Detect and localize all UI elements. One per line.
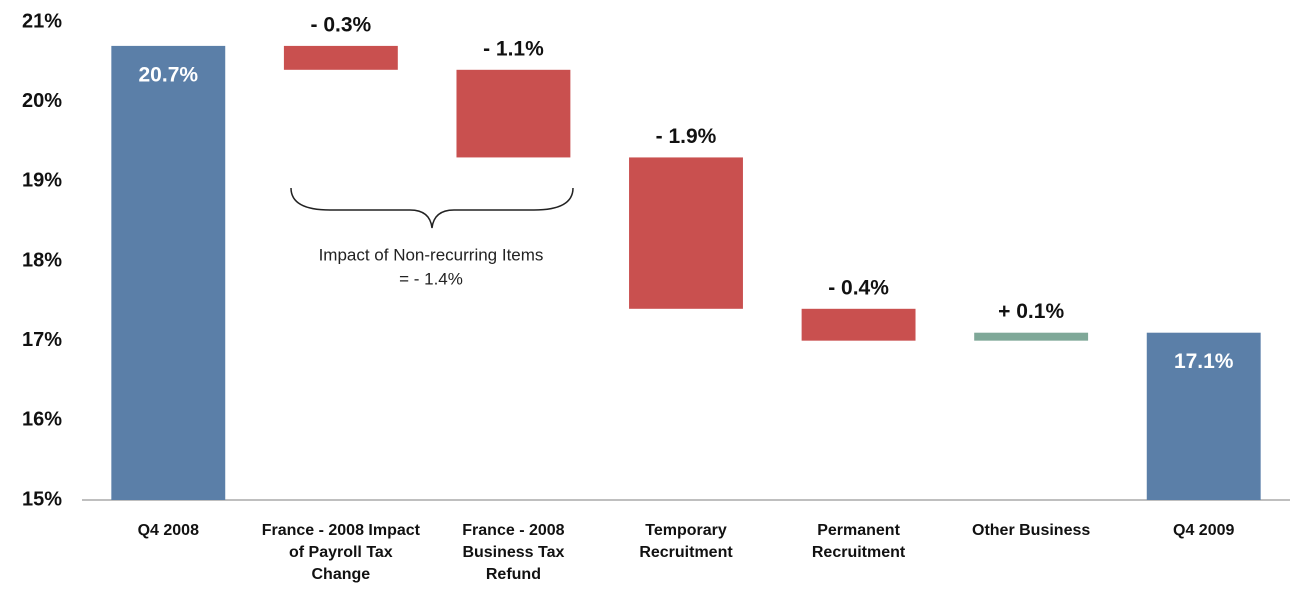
value-label: - 1.9% xyxy=(656,125,717,148)
total-bar xyxy=(111,45,226,501)
annotation: Impact of Non-recurring Items xyxy=(319,245,544,264)
value-label: + 0.1% xyxy=(998,300,1064,323)
decrease-bar xyxy=(283,45,398,70)
decrease-bar xyxy=(456,69,571,158)
value-label: - 0.4% xyxy=(828,276,889,299)
y-tick-label: 21% xyxy=(22,10,62,32)
value-label: 17.1% xyxy=(1174,350,1234,373)
y-tick-label: 18% xyxy=(22,249,62,271)
y-tick-label: 20% xyxy=(22,90,62,112)
brace xyxy=(290,187,574,229)
y-tick-label: 16% xyxy=(22,409,62,431)
x-tick-label: Permanent Recruitment xyxy=(811,522,906,561)
value-label: 20.7% xyxy=(139,63,199,86)
y-tick-label: 17% xyxy=(22,329,62,351)
x-tick-label: Q4 2009 xyxy=(1173,522,1235,539)
decrease-bar xyxy=(801,308,916,341)
x-tick-label: Temporary Recruitment xyxy=(639,522,733,561)
x-tick-label: Other Business xyxy=(972,522,1091,539)
x-tick-label: Q4 2008 xyxy=(137,522,199,539)
increase-bar xyxy=(974,332,1089,341)
x-tick-label: France - 2008 Business Tax Refund xyxy=(462,522,565,583)
y-tick-label: 15% xyxy=(22,488,62,510)
decrease-bar xyxy=(629,157,743,309)
x-tick-label: France - 2008 Impact of Payroll Tax Chan… xyxy=(261,522,420,583)
annotation: = - 1.4% xyxy=(399,269,463,288)
y-tick-label: 19% xyxy=(22,170,62,192)
value-label: - 0.3% xyxy=(311,13,372,36)
value-label: - 1.1% xyxy=(483,37,544,60)
total-bar xyxy=(1146,332,1261,500)
